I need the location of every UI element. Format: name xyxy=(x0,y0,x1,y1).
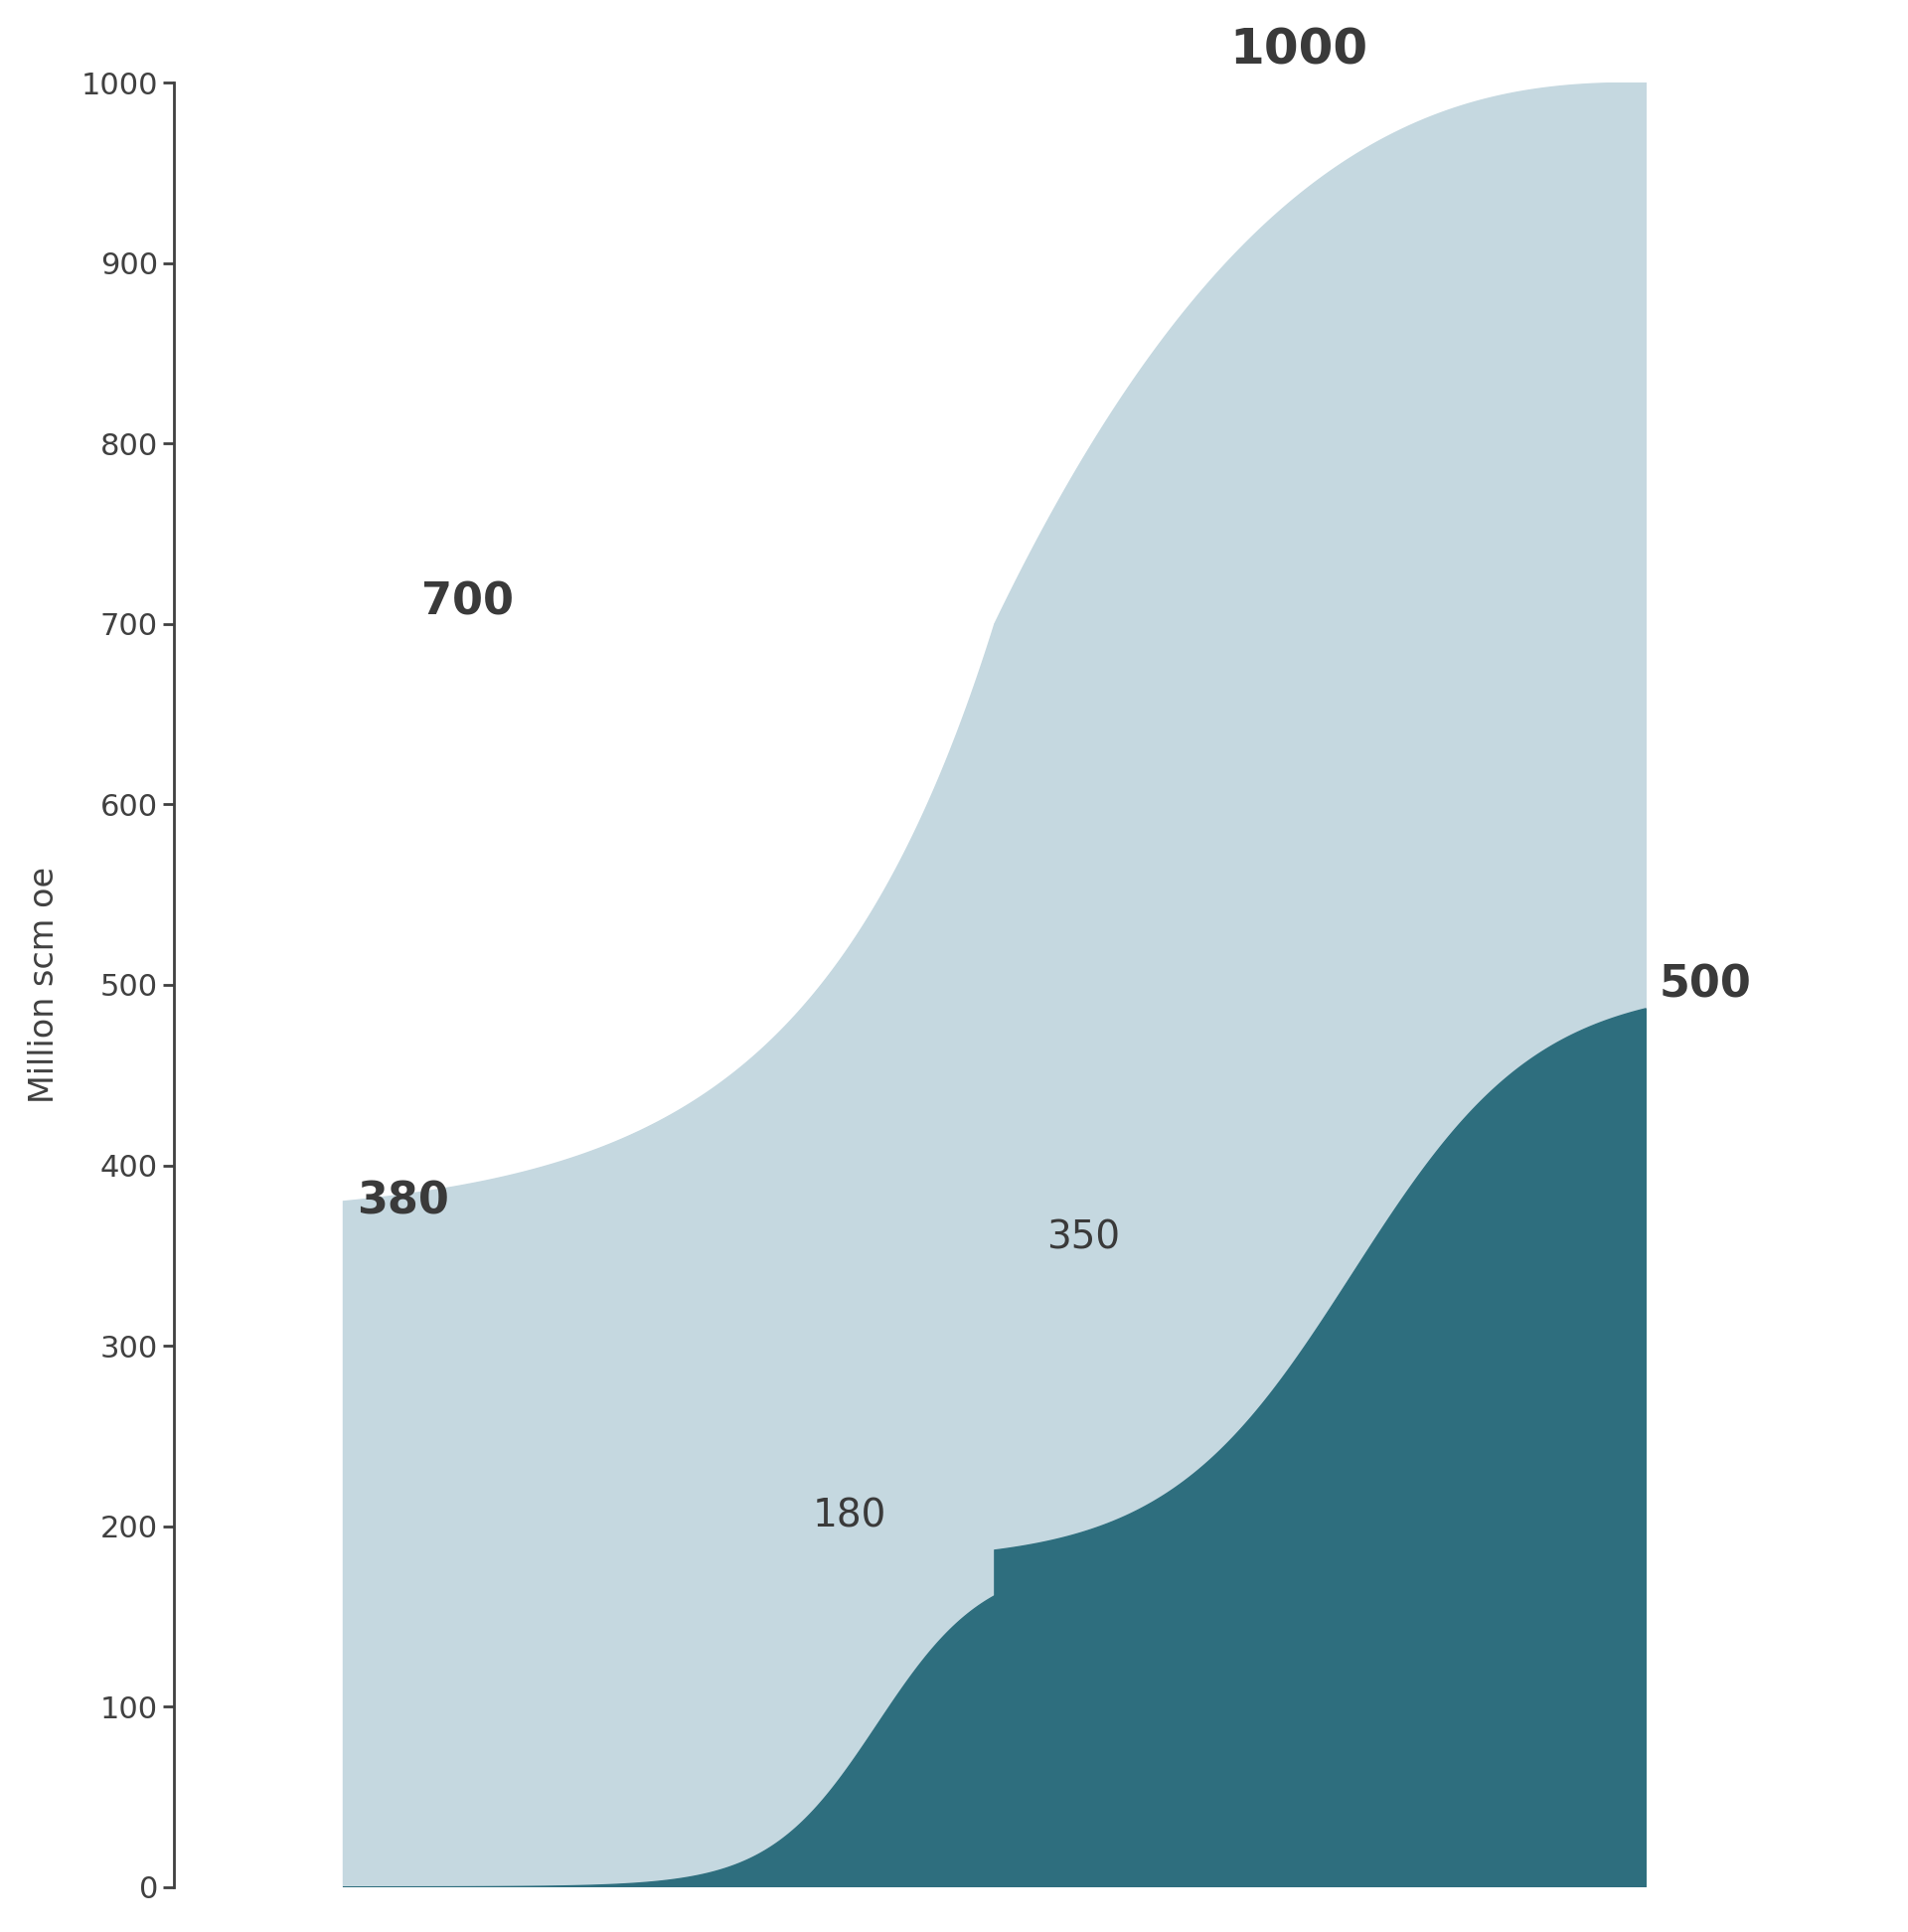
Text: 180: 180 xyxy=(813,1497,885,1536)
Text: 500: 500 xyxy=(1658,964,1752,1007)
Text: 1000: 1000 xyxy=(1229,25,1368,73)
Text: 350: 350 xyxy=(1047,1219,1120,1256)
Text: 380: 380 xyxy=(357,1180,448,1223)
Text: 700: 700 xyxy=(422,582,513,624)
Polygon shape xyxy=(343,1596,994,1888)
Polygon shape xyxy=(994,1009,1647,1888)
Polygon shape xyxy=(343,624,994,1888)
Polygon shape xyxy=(994,83,1647,1888)
Y-axis label: Million scm oe: Million scm oe xyxy=(27,867,61,1103)
